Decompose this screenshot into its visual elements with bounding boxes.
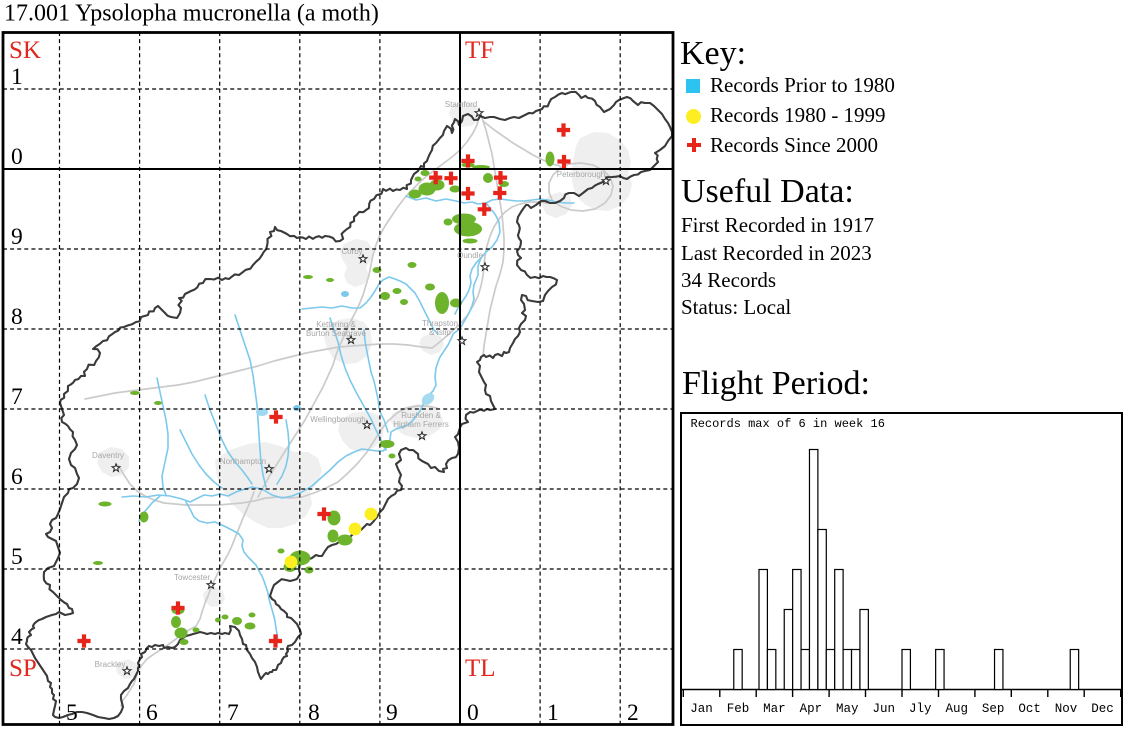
svg-text:Mar: Mar xyxy=(763,702,786,716)
svg-text:Oundle: Oundle xyxy=(457,251,483,260)
svg-text:May: May xyxy=(836,702,859,716)
svg-text:Stamford: Stamford xyxy=(445,100,477,109)
svg-text:Records 1980 - 1999: Records 1980 - 1999 xyxy=(710,103,886,127)
svg-text:TL: TL xyxy=(465,655,496,682)
svg-text:5: 5 xyxy=(66,700,78,726)
svg-text:Corby: Corby xyxy=(341,247,362,256)
svg-text:Daventry: Daventry xyxy=(92,451,124,460)
svg-text:Peterborough: Peterborough xyxy=(557,170,605,179)
svg-text:Sep: Sep xyxy=(982,702,1005,716)
svg-text:0: 0 xyxy=(467,700,479,726)
svg-text:Dec: Dec xyxy=(1091,702,1114,716)
svg-text:Records Since 2000: Records Since 2000 xyxy=(710,133,878,157)
svg-text:Apr: Apr xyxy=(800,702,823,716)
svg-text:Thrapston: Thrapston xyxy=(422,319,458,328)
svg-text:SP: SP xyxy=(9,655,37,682)
svg-text:8: 8 xyxy=(11,304,23,330)
svg-text:Useful Data:: Useful Data: xyxy=(681,173,854,210)
svg-text:Jun: Jun xyxy=(873,702,896,716)
svg-text:Records Prior to 1980: Records Prior to 1980 xyxy=(710,73,895,97)
svg-text:Flight Period:: Flight Period: xyxy=(682,365,870,402)
svg-text:Kettering &: Kettering & xyxy=(316,320,356,329)
svg-text:SK: SK xyxy=(9,37,41,64)
svg-text:Key:: Key: xyxy=(680,35,746,72)
svg-text:Records max of 6 in week 16: Records max of 6 in week 16 xyxy=(691,417,885,431)
svg-text:Nov: Nov xyxy=(1055,702,1078,716)
svg-text:Aug: Aug xyxy=(945,702,968,716)
svg-text:& Islip: & Islip xyxy=(429,328,451,337)
svg-text:Northampton: Northampton xyxy=(220,457,266,466)
svg-text:1: 1 xyxy=(547,700,559,726)
svg-text:Jan: Jan xyxy=(690,702,713,716)
svg-text:First Recorded in 1917: First Recorded in 1917 xyxy=(681,213,874,237)
svg-text:Burton Seagrave: Burton Seagrave xyxy=(306,329,367,338)
svg-text:Towcester: Towcester xyxy=(174,573,210,582)
svg-text:9: 9 xyxy=(386,700,398,726)
svg-text:TF: TF xyxy=(465,37,494,64)
svg-text:Rushden &: Rushden & xyxy=(401,411,441,420)
svg-text:9: 9 xyxy=(11,224,23,250)
svg-text:7: 7 xyxy=(11,384,23,410)
svg-text:Status: Local: Status: Local xyxy=(681,295,791,319)
svg-text:1: 1 xyxy=(11,64,23,90)
svg-text:Jly: Jly xyxy=(909,702,932,716)
svg-text:5: 5 xyxy=(11,544,23,570)
svg-text:Feb: Feb xyxy=(727,702,750,716)
svg-text:Oct: Oct xyxy=(1018,702,1041,716)
svg-text:Higham Ferrers: Higham Ferrers xyxy=(393,420,449,429)
svg-text:4: 4 xyxy=(11,624,23,650)
svg-text:Wellingborough: Wellingborough xyxy=(310,415,365,424)
svg-text:6: 6 xyxy=(11,464,23,490)
svg-text:8: 8 xyxy=(308,700,320,726)
svg-text:Last Recorded in 2023: Last Recorded in 2023 xyxy=(681,241,872,265)
svg-text:34 Records: 34 Records xyxy=(681,268,776,292)
svg-text:7: 7 xyxy=(227,700,239,726)
svg-text:6: 6 xyxy=(146,700,158,726)
svg-text:17.001 Ypsolopha mucronella (a: 17.001 Ypsolopha mucronella (a moth) xyxy=(4,1,379,27)
svg-text:0: 0 xyxy=(11,144,23,170)
svg-text:Brackley: Brackley xyxy=(95,660,126,669)
svg-text:2: 2 xyxy=(627,700,639,726)
